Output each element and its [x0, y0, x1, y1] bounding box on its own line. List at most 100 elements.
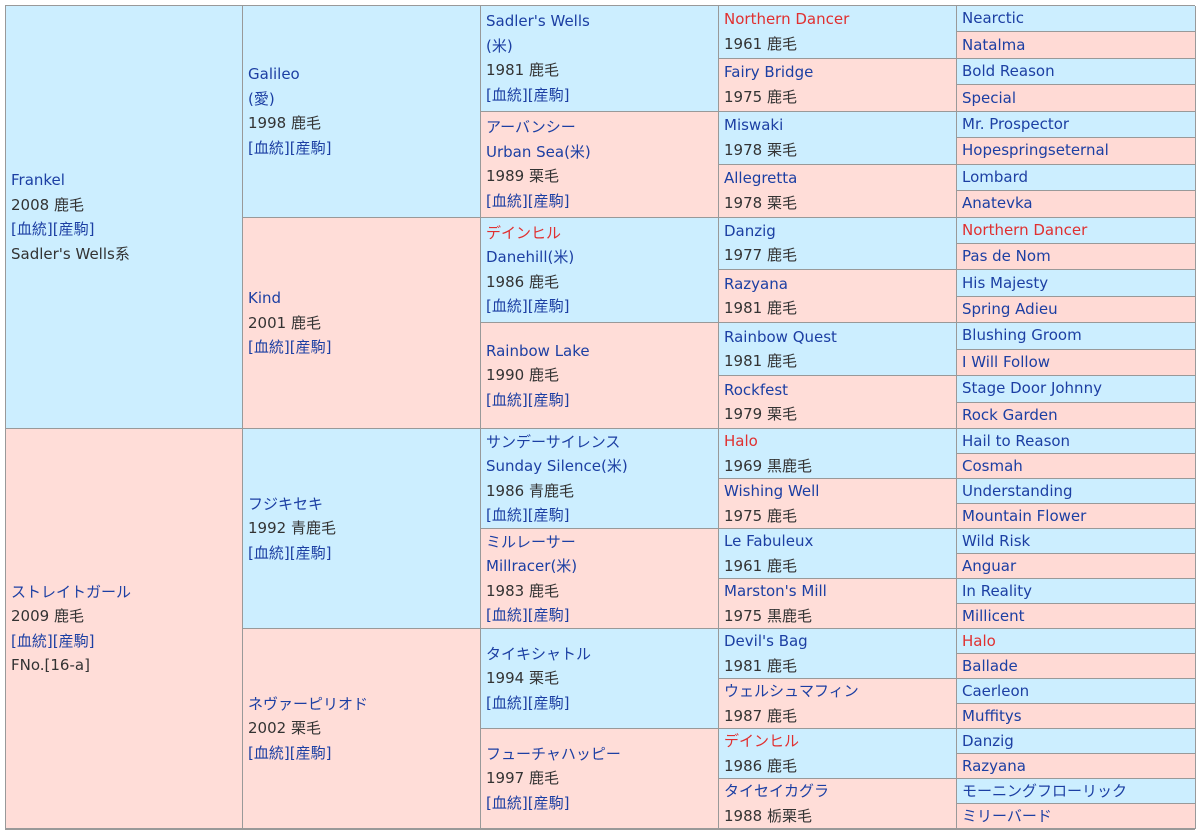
bloodline-link[interactable]: [血統]: [486, 793, 528, 812]
horse-name-link[interactable]: Understanding: [962, 481, 1073, 500]
horse-name-link[interactable]: Natalma: [962, 35, 1026, 54]
coat-color: 黒鹿毛: [766, 606, 812, 625]
offspring-link[interactable]: [産駒]: [289, 743, 332, 762]
horse-name-link[interactable]: デインヒル: [724, 732, 800, 750]
coat-color: 鹿毛: [766, 556, 797, 575]
horse-name-link[interactable]: His Majesty: [962, 273, 1049, 292]
bloodline-link[interactable]: [血統]: [248, 338, 290, 356]
horse-name-link[interactable]: Danzig: [962, 731, 1014, 750]
horse-name-link[interactable]: Devil's Bag: [724, 632, 808, 650]
bloodline-link[interactable]: [血統]: [11, 220, 53, 238]
horse-name-link[interactable]: Fairy Bridge: [724, 63, 814, 82]
offspring-link[interactable]: [産駒]: [527, 85, 570, 104]
horse-name-link[interactable]: ウェルシュマフィン: [724, 682, 859, 700]
horse-name-link[interactable]: Rock Garden: [962, 405, 1058, 424]
horse-name-link[interactable]: Halo: [962, 631, 996, 650]
horse-name-link[interactable]: Millicent: [962, 606, 1025, 625]
offspring-link[interactable]: [産駒]: [289, 138, 332, 157]
horse-name-link[interactable]: Wild Risk: [962, 531, 1031, 550]
horse-name-link[interactable]: Pas de Nom: [962, 247, 1051, 266]
bloodline-link[interactable]: [血統]: [486, 390, 528, 409]
bloodline-link[interactable]: [血統]: [486, 297, 528, 316]
horse-name-link[interactable]: Razyana: [724, 274, 788, 293]
horse-name-link[interactable]: Special: [962, 88, 1017, 107]
bloodline-link[interactable]: [血統]: [248, 543, 290, 562]
horse-name-link[interactable]: ミリーバード: [962, 806, 1052, 825]
horse-name-link[interactable]: Halo: [724, 432, 758, 450]
horse-name-link[interactable]: Miswaki: [724, 116, 784, 135]
pedigree-cell-g5: Nearctic: [957, 6, 1196, 33]
offspring-link[interactable]: [産駒]: [527, 693, 570, 712]
horse-name-link[interactable]: Muffitys: [962, 706, 1022, 725]
offspring-link[interactable]: [産駒]: [527, 191, 570, 210]
pedigree-cell-g1: ストレイトガール 2009 鹿毛 [血統][産駒] FNo.[16-a]: [6, 429, 243, 829]
pedigree-cell-g3: フューチャハッピー 1997 鹿毛 [血統][産駒]: [481, 729, 719, 829]
horse-name-link[interactable]: Mountain Flower: [962, 506, 1087, 525]
bloodline-link[interactable]: [血統]: [248, 138, 290, 157]
horse-name-link[interactable]: Caerleon: [962, 681, 1030, 700]
horse-name-link[interactable]: Stage Door Johnny: [962, 379, 1102, 398]
birth-line: 1986 青鹿毛: [486, 479, 713, 504]
horse-name-link[interactable]: アーバンシー: [486, 118, 576, 137]
horse-name-link[interactable]: Spring Adieu: [962, 300, 1058, 319]
horse-name-link[interactable]: Bold Reason: [962, 62, 1055, 81]
horse-name-link[interactable]: サンデーサイレンス: [486, 432, 621, 451]
offspring-link[interactable]: [産駒]: [52, 220, 95, 238]
horse-name-link[interactable]: デインヒル: [486, 223, 562, 242]
horse-name-link[interactable]: Sadler's Wells: [486, 12, 590, 31]
offspring-link[interactable]: [産駒]: [527, 793, 570, 812]
horse-name-link[interactable]: Northern Dancer: [724, 10, 850, 29]
bloodline-link[interactable]: [血統]: [248, 743, 290, 762]
horse-name-link[interactable]: Blushing Groom: [962, 326, 1082, 345]
horse-name-link[interactable]: Le Fabuleux: [724, 532, 814, 550]
offspring-link[interactable]: [産駒]: [289, 543, 332, 562]
horse-name-link[interactable]: Marston's Mill: [724, 582, 827, 600]
offspring-link[interactable]: [産駒]: [527, 390, 570, 409]
horse-name-link[interactable]: Hopespringseternal: [962, 141, 1109, 160]
horse-name-link[interactable]: Rainbow Lake: [486, 341, 590, 360]
bloodline-link[interactable]: [血統]: [11, 631, 53, 650]
bloodline-link[interactable]: [血統]: [486, 506, 528, 524]
coat-color: 栗毛: [528, 669, 559, 688]
bloodline-link[interactable]: [血統]: [486, 693, 528, 712]
offspring-link[interactable]: [産駒]: [527, 297, 570, 316]
offspring-link[interactable]: [産駒]: [527, 606, 570, 624]
offspring-link[interactable]: [産駒]: [527, 506, 570, 524]
horse-name-link[interactable]: Razyana: [962, 756, 1026, 775]
horse-name-link[interactable]: Galileo: [248, 65, 300, 84]
horse-name-link[interactable]: ストレイトガール: [11, 582, 132, 601]
pedigree-cell-g5: Pas de Nom: [957, 243, 1196, 271]
horse-name-link[interactable]: Lombard: [962, 167, 1029, 186]
horse-name-link[interactable]: ネヴァーピリオド: [248, 694, 369, 713]
bloodline-link[interactable]: [血統]: [486, 606, 528, 624]
horse-name-link[interactable]: Mr. Prospector: [962, 114, 1070, 133]
horse-name-link[interactable]: Wishing Well: [724, 482, 820, 500]
horse-name-link[interactable]: Anatevka: [962, 194, 1033, 213]
horse-name-link[interactable]: Danzig: [724, 221, 776, 240]
horse-name-link[interactable]: Rainbow Quest: [724, 327, 837, 346]
horse-name-link[interactable]: フューチャハッピー: [486, 744, 621, 763]
horse-name-link[interactable]: Frankel: [11, 171, 65, 189]
horse-name-link[interactable]: Nearctic: [962, 9, 1025, 28]
horse-name-link[interactable]: Rockfest: [724, 380, 789, 399]
horse-name-link[interactable]: Kind: [248, 289, 282, 307]
horse-name-link[interactable]: フジキセキ: [248, 494, 324, 513]
horse-name-link[interactable]: Cosmah: [962, 456, 1023, 475]
horse-name-link[interactable]: Ballade: [962, 656, 1018, 675]
pedigree-cell-g2: Galileo (愛) 1998 鹿毛 [血統][産駒]: [243, 6, 481, 218]
bloodline-link[interactable]: [血統]: [486, 191, 528, 210]
offspring-link[interactable]: [産駒]: [52, 631, 95, 650]
horse-name-link[interactable]: In Reality: [962, 581, 1032, 600]
horse-name-link[interactable]: I Will Follow: [962, 352, 1051, 371]
horse-name-link[interactable]: Northern Dancer: [962, 220, 1088, 239]
offspring-link[interactable]: [産駒]: [289, 338, 332, 356]
horse-name-link[interactable]: Anguar: [962, 556, 1017, 575]
horse-name-link[interactable]: タイキシャトル: [486, 644, 592, 663]
horse-name-link[interactable]: Hail to Reason: [962, 431, 1071, 450]
horse-name-link[interactable]: ミルレーサー: [486, 532, 576, 551]
horse-name-link[interactable]: Allegretta: [724, 169, 798, 188]
horse-alt-name: (米): [486, 36, 513, 55]
horse-name-link[interactable]: タイセイカグラ: [724, 782, 830, 800]
horse-name-link[interactable]: モーニングフローリック: [962, 781, 1128, 800]
bloodline-link[interactable]: [血統]: [486, 85, 528, 104]
